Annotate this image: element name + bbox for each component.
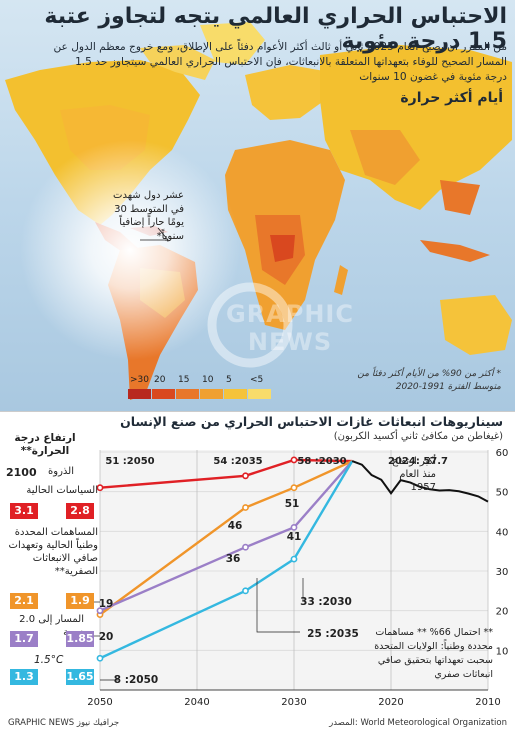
world-map xyxy=(0,0,515,412)
annotation-current-2035: 54 :2035 xyxy=(213,456,262,467)
box-ndc-2100: 2.1 xyxy=(10,593,38,609)
scenario-line xyxy=(99,460,353,616)
intro-text: من المقرر أن يصبح العام 2025 ثاني أو ثال… xyxy=(53,41,507,83)
greenland-shape xyxy=(200,22,265,65)
legend-swatch xyxy=(128,389,151,399)
annotation-15c-2035: 25 :2035 xyxy=(307,628,359,640)
y-tick-label: 50 xyxy=(496,488,509,499)
legend-label: 5 xyxy=(226,375,232,385)
scenario-point xyxy=(242,543,249,551)
legend-swatch xyxy=(152,389,175,399)
legend-label: 15 xyxy=(178,375,190,385)
scenario-point xyxy=(290,523,298,531)
annotation-15c-2030: 33 :2030 xyxy=(300,596,352,608)
annotation-ndc-2050: 19 xyxy=(99,598,114,610)
australia-shape xyxy=(440,295,512,355)
box-15c-peak: 1.65 xyxy=(66,669,94,685)
legend-swatch xyxy=(176,389,199,399)
y-tick-label: 60 xyxy=(496,448,509,459)
source: المصدر: World Meteorological Organizatio… xyxy=(329,718,507,728)
annotation-15c-2050: 8 :2050 xyxy=(114,674,158,686)
box-current-2100: 3.1 xyxy=(10,503,38,519)
map-section-title: أيام أكثر حرارة xyxy=(400,90,503,106)
scenario-label-current-policies: السياسات الحالية xyxy=(26,485,98,496)
sun-glare xyxy=(20,140,240,360)
scenario-point xyxy=(96,607,104,615)
chart-title: سيناريوهات انبعاثات غازات الاحتباس الحرا… xyxy=(120,414,503,429)
annotation-2c-2050: 20 xyxy=(99,631,114,643)
col-2100-header: 2100 xyxy=(6,466,37,479)
brand: GRAPHIC NEWS جرافيك نيوز xyxy=(8,718,120,728)
y-tick-label: 10 xyxy=(496,646,509,657)
scenario-line xyxy=(99,460,354,660)
historical-line xyxy=(351,460,489,503)
scenario-point xyxy=(242,504,249,511)
watermark-text: GRAPHIC NEWS xyxy=(226,300,354,356)
box-current-peak: 2.8 xyxy=(66,503,94,519)
scenario-point xyxy=(290,484,298,492)
x-tick-label: 2050 xyxy=(87,697,112,708)
legend-note: * أكثر من 90% من الأيام أكثر دفئاً من مت… xyxy=(357,369,501,392)
page-title: الاحتباس الحراري العالمي يتجه لتجاوز عتب… xyxy=(44,4,507,54)
annotation-ndc-2035: 46 xyxy=(228,520,243,532)
y-tick-label: 40 xyxy=(496,527,509,538)
scenario-point xyxy=(242,587,249,595)
scenario-line xyxy=(99,458,353,489)
annotation-record-rise: أكبر ارتفاع منذ العام 1957 xyxy=(392,456,436,493)
box-15c-2100: 1.3 xyxy=(10,669,38,685)
legend-label: 10 xyxy=(202,375,214,385)
annotation-2024: 2024: 57.7 xyxy=(388,456,448,467)
x-tick-label: 2030 xyxy=(281,697,306,708)
legend-swatch xyxy=(248,389,271,399)
legend-label: <5 xyxy=(250,375,264,385)
scenario-point xyxy=(290,456,298,464)
legend-swatch xyxy=(224,389,247,399)
scenario-point xyxy=(96,484,104,492)
chart-subtitle: (غيغاطن من مكافئ ثاني أكسيد الكربون) xyxy=(333,431,503,442)
scenario-label-ndc: المساهمات المحددة وطنياً الحالية وتعهدات… xyxy=(8,527,98,577)
annotation-2c-2030: 41 xyxy=(287,531,302,543)
label-1-5c: 1.5°C xyxy=(34,654,64,666)
y-tick-label: 30 xyxy=(496,567,509,578)
temperature-rise-title: ارتفاع درجة الحرارة** xyxy=(14,432,76,457)
scenario-line xyxy=(99,460,354,612)
annotation-current-2050: 51 :2050 xyxy=(105,456,154,467)
europe-shape xyxy=(245,65,330,120)
box-2c-2100: 1.7 xyxy=(10,631,38,647)
watermark-logo xyxy=(207,282,293,368)
x-tick-label: 2040 xyxy=(184,697,209,708)
box-ndc-peak: 1.9 xyxy=(66,593,94,609)
box-2c-peak: 1.85 xyxy=(66,631,94,647)
scenario-point xyxy=(242,472,249,480)
y-tick-label: 20 xyxy=(496,607,509,618)
scenario-point xyxy=(96,654,104,662)
x-tick-label: 2020 xyxy=(378,697,403,708)
x-tick-label: 2010 xyxy=(475,697,500,708)
leader-line xyxy=(256,578,300,633)
legend-label: >30 xyxy=(130,375,149,385)
map-callout: عشر دول شهدت في المتوسط 30 يومًا حاراً إ… xyxy=(113,190,184,242)
legend-swatch xyxy=(200,389,223,399)
annotation-ndc-2030: 51 xyxy=(285,498,300,510)
footnote: ** احتمال 66% ** مساهمات محددة وطنياً: ا… xyxy=(374,627,493,680)
scenario-point xyxy=(290,555,298,563)
legend-label: 20 xyxy=(154,375,166,385)
col-peak-header: الذروة xyxy=(48,466,74,477)
annotation-2c-2035: 36 xyxy=(226,553,241,565)
annotation-current-2030: 58 :2030 xyxy=(297,456,346,467)
